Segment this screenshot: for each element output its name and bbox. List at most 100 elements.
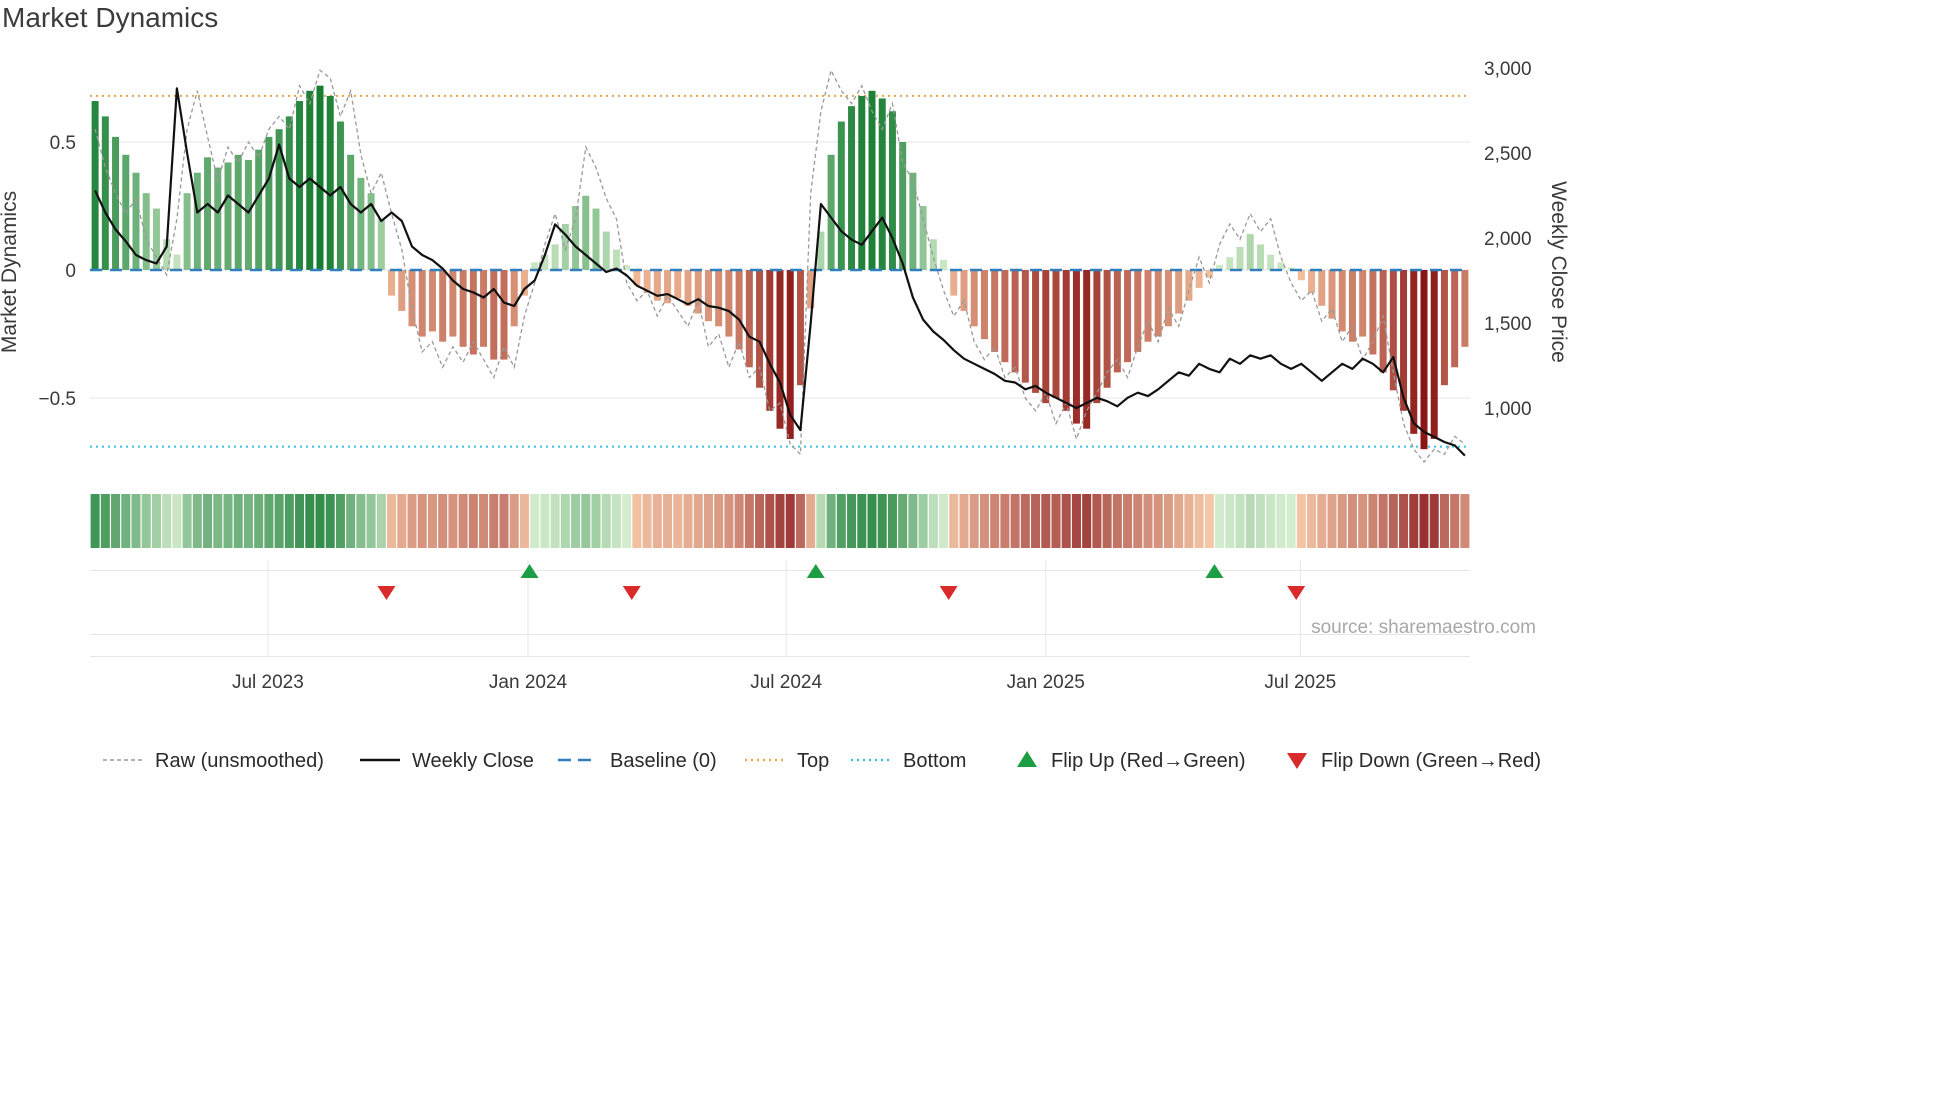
page-title: Market Dynamics (2, 2, 219, 33)
heatmap-cell (111, 494, 121, 548)
heatmap-cell (673, 494, 683, 548)
flip-up-marker (520, 564, 539, 578)
heatmap-cell (611, 494, 621, 548)
bar (285, 116, 293, 271)
axes-layer: 0.5 0 −0.5 3,000 2,500 2,000 1,500 1,000 Jul 202… (38, 59, 1531, 693)
heatmap-cell (1296, 494, 1306, 548)
heatmap-cell (335, 494, 345, 548)
bar (418, 270, 426, 337)
heatmap-cell (438, 494, 448, 548)
bar (1113, 270, 1121, 373)
bar (234, 154, 242, 270)
bar (745, 270, 753, 368)
bar (490, 270, 498, 360)
heatmap-cell (1235, 494, 1245, 548)
bar (1308, 270, 1316, 294)
heatmap-cell (223, 494, 233, 548)
y-right-tick: 1,000 (1484, 399, 1532, 420)
bar (837, 121, 845, 271)
bar (193, 172, 201, 270)
flip-up-marker (806, 564, 825, 578)
bar (1062, 270, 1070, 411)
bar (848, 106, 856, 270)
x-tick: Jan 2024 (489, 672, 568, 693)
heatmap-cell (1112, 494, 1122, 548)
legend-label: Top (797, 750, 829, 772)
heatmap-strip (90, 494, 1470, 548)
heatmap-cell (918, 494, 928, 548)
bar (1451, 270, 1459, 368)
heatmap-cell (969, 494, 979, 548)
heatmap-cell (571, 494, 581, 548)
heatmap-cell (151, 494, 161, 548)
bar (664, 270, 672, 304)
bar (275, 129, 283, 270)
bar (510, 270, 518, 327)
bar (1205, 270, 1213, 278)
bar (296, 101, 304, 270)
bar (1287, 267, 1295, 270)
heatmap-cell (1194, 494, 1204, 548)
heatmap-cell (519, 494, 529, 548)
bar (1072, 270, 1080, 424)
heatmap-cell (877, 494, 887, 548)
heatmap-cell (1439, 494, 1449, 548)
heatmap-cell (847, 494, 857, 548)
heatmap-cell (1255, 494, 1265, 548)
bar (1226, 257, 1234, 270)
heatmap-cell (1215, 494, 1225, 548)
heatmap-cell (836, 494, 846, 548)
heatmap-cell (1184, 494, 1194, 548)
heatmap-cell (724, 494, 734, 548)
heatmap-cell (560, 494, 570, 548)
raw-line (94, 68, 1466, 464)
bar (735, 270, 743, 350)
heatmap-cell (1102, 494, 1112, 548)
bar (347, 154, 355, 270)
bar (1389, 270, 1397, 391)
bar (224, 162, 232, 270)
legend-item-dashed-gray: Raw (unsmoothed) (103, 750, 324, 772)
heatmap-cell (1163, 494, 1173, 548)
bar (326, 95, 334, 270)
x-tick: Jul 2025 (1264, 672, 1336, 693)
heatmap-cell (387, 494, 397, 548)
heatmap-cell (642, 494, 652, 548)
heatmap-cell (1327, 494, 1337, 548)
bar (204, 157, 212, 270)
heatmap-cell (131, 494, 141, 548)
heatmap-cell (100, 494, 110, 548)
heatmap-cell (1000, 494, 1010, 548)
bar (756, 270, 764, 388)
legend-label: Raw (unsmoothed) (155, 750, 324, 772)
heatmap-cell (632, 494, 642, 548)
bar (715, 270, 723, 327)
heatmap-cell (1347, 494, 1357, 548)
bar (1430, 270, 1438, 439)
bar (868, 90, 876, 270)
heatmap-cell (979, 494, 989, 548)
y-left-axis-label: Market Dynamics (0, 191, 21, 353)
bar (796, 270, 804, 386)
bar (101, 116, 109, 271)
y-right-tick: 2,000 (1484, 229, 1532, 250)
flip-down-marker (1287, 586, 1306, 600)
heatmap-cell (295, 494, 305, 548)
bar (1379, 270, 1387, 373)
bar (684, 270, 692, 306)
bar (1042, 270, 1050, 404)
bar (469, 270, 477, 355)
heatmap-cell (806, 494, 816, 548)
heatmap-cell (1429, 494, 1439, 548)
bar (919, 206, 927, 270)
bar (1124, 270, 1132, 363)
bar (122, 154, 130, 270)
bar (500, 270, 508, 360)
heatmap-cell (356, 494, 366, 548)
legend-flip-up-icon (1017, 751, 1037, 767)
bar (1001, 270, 1009, 363)
bar (428, 270, 436, 332)
heatmap-cell (898, 494, 908, 548)
bar (704, 270, 712, 322)
heatmap-cell (458, 494, 468, 548)
